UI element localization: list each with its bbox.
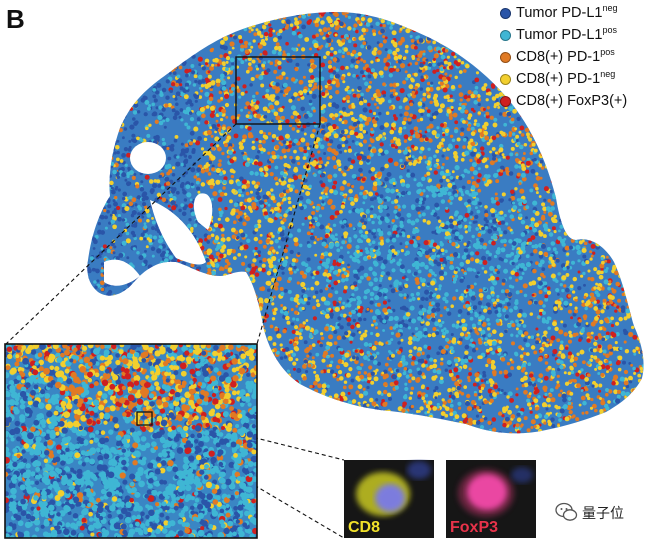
watermark-text: 量子位 bbox=[582, 506, 624, 522]
legend-swatch bbox=[500, 95, 511, 107]
legend-swatch bbox=[500, 7, 511, 19]
legend-label: CD8(+) FoxP3(+) bbox=[516, 93, 628, 109]
panel-label: B bbox=[6, 4, 25, 34]
inset-cell-box bbox=[136, 411, 153, 426]
legend-item-cd8-pd1-pos: CD8(+) PD-1pos bbox=[500, 46, 654, 68]
watermark: 量子位 bbox=[578, 503, 624, 523]
wechat-bubble-icon bbox=[555, 502, 578, 521]
zoom-region-box bbox=[235, 56, 321, 125]
legend-swatch bbox=[500, 73, 511, 85]
legend-item-cd8-pd1-neg: CD8(+) PD-1neg bbox=[500, 68, 654, 90]
legend-label: CD8(+) PD-1neg bbox=[516, 69, 616, 87]
thumbnail-cd8 bbox=[344, 460, 434, 538]
legend-item-tumor-pdl1-pos: Tumor PD-L1pos bbox=[500, 24, 654, 46]
legend-item-tumor-pdl1-neg: Tumor PD-L1neg bbox=[500, 2, 654, 24]
legend-swatch bbox=[500, 51, 511, 63]
thumbnail-foxp3 bbox=[446, 460, 536, 538]
tissue-hole bbox=[193, 193, 213, 230]
legend-item-cd8-foxp3: CD8(+) FoxP3(+) bbox=[500, 90, 654, 112]
legend-label: Tumor PD-L1pos bbox=[516, 25, 617, 43]
thumbnail-label-cd8: CD8 bbox=[348, 519, 381, 536]
tissue-hole bbox=[130, 142, 166, 174]
thumbnail-label-foxp3: FoxP3 bbox=[450, 519, 499, 536]
legend-label: CD8(+) PD-1pos bbox=[516, 47, 615, 65]
legend-swatch bbox=[500, 29, 511, 41]
tissue-gap bbox=[150, 200, 206, 265]
inset-zoom-panel bbox=[4, 343, 258, 539]
legend-label: Tumor PD-L1neg bbox=[516, 3, 618, 21]
legend: Tumor PD-L1neg Tumor PD-L1pos CD8(+) PD-… bbox=[500, 2, 654, 112]
tissue-gap bbox=[104, 259, 140, 286]
